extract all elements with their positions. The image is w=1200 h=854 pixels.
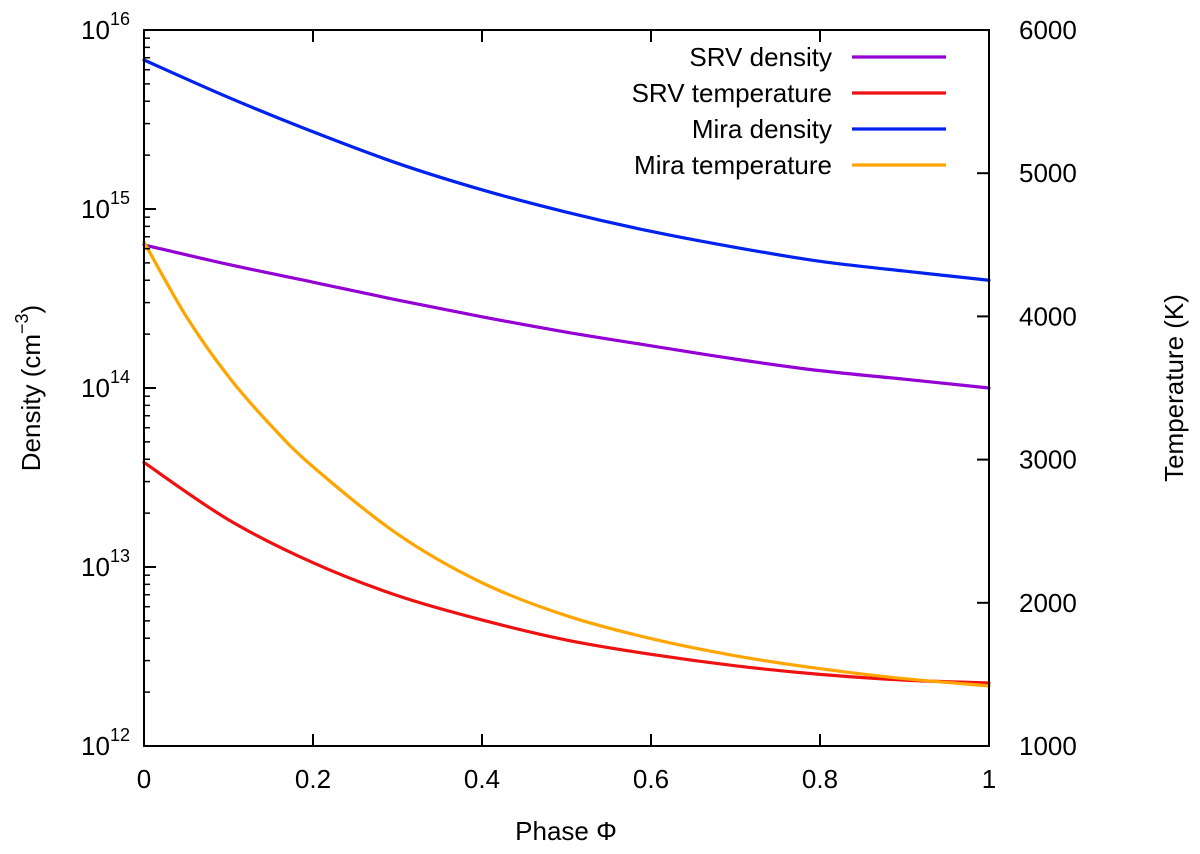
y-tick-label-exponent: 16 (110, 9, 130, 29)
y-tick-label: 1012 (81, 725, 130, 761)
y-tick-label-base: 10 (81, 552, 110, 582)
x-tick-label: 1 (982, 764, 996, 794)
legend-label-mira-density: Mira density (692, 114, 832, 144)
y2-tick-label: 4000 (1019, 301, 1077, 331)
legend-label-srv-temperature: SRV temperature (632, 78, 832, 108)
x-tick-label: 0.2 (295, 764, 331, 794)
y-axis-title-exponent: −3 (12, 313, 32, 334)
series-line-srv-temperature (142, 460, 991, 685)
x-axis-title: Phase Φ (515, 816, 617, 846)
x-tick-label: 0.6 (633, 764, 669, 794)
y-tick-label-exponent: 12 (110, 725, 130, 745)
y-tick-label: 1014 (81, 367, 130, 403)
tick-layer: 0 0.2 0.4 0.6 0.8 110121013101410151016100020… (81, 9, 1077, 794)
y-tick-label: 1016 (81, 9, 130, 45)
y-tick-label-base: 10 (81, 373, 110, 403)
y-tick-label-base: 10 (81, 194, 110, 224)
y2-axis-title: Temperature (K) (1159, 294, 1189, 482)
y-tick-label: 1015 (81, 188, 130, 224)
y-tick-label-base: 10 (81, 15, 110, 45)
series-line-srv-density (142, 243, 991, 390)
x-tick-label: 0 (137, 764, 151, 794)
y-axis-title-close: ) (16, 305, 46, 314)
y-tick-label-base: 10 (81, 731, 110, 761)
x-tick-label: 0.8 (802, 764, 838, 794)
y-tick-label-exponent: 15 (110, 188, 130, 208)
legend-label-mira-temperature: Mira temperature (634, 150, 832, 180)
y2-tick-label: 5000 (1019, 158, 1077, 188)
x-tick-label: 0.4 (464, 764, 500, 794)
series-layer (142, 58, 991, 688)
series-line-mira-density (142, 58, 991, 282)
legend: SRV density SRV temperature Mira density Mi… (632, 42, 946, 180)
y2-tick-label: 3000 (1019, 445, 1077, 475)
y-axis-title: Density (cm−3) (12, 305, 46, 471)
y-axis-title-main: Density (cm (16, 334, 46, 471)
legend-label-srv-density: SRV density (689, 42, 832, 72)
y2-tick-label: 6000 (1019, 15, 1077, 45)
y-tick-label: 1013 (81, 546, 130, 582)
y2-tick-label: 2000 (1019, 588, 1077, 618)
y-tick-label-exponent: 13 (110, 546, 130, 566)
y-tick-label-exponent: 14 (110, 367, 130, 387)
series-line-mira-temperature (142, 240, 991, 688)
y2-tick-label: 1000 (1019, 731, 1077, 761)
